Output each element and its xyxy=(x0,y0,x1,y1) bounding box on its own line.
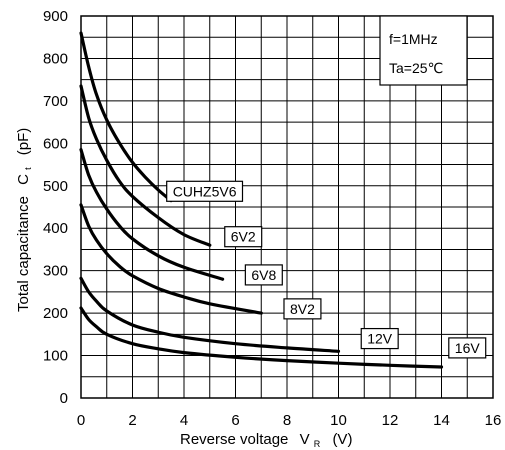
x-axis-label-unit: (V) xyxy=(332,431,352,448)
x-tick-label: 10 xyxy=(330,412,347,429)
x-tick-label: 6 xyxy=(231,412,239,429)
series-labels: CUHZ5V6 6V2 6V8 8V2 12V 16V xyxy=(166,180,487,359)
y-axis-label-unit: (pF) xyxy=(15,128,32,156)
series-label-text: 16V xyxy=(455,340,481,356)
x-tick-label: 16 xyxy=(485,412,502,429)
y-axis-label-subscript: t xyxy=(23,167,33,170)
y-tick-label: 300 xyxy=(43,263,68,280)
x-axis-label: Reverse voltage V R (V) xyxy=(180,431,352,450)
curves xyxy=(79,31,444,369)
x-tick-label: 14 xyxy=(433,412,450,429)
series-label-12v: 12V xyxy=(360,327,399,350)
series-label-text: 12V xyxy=(367,331,393,347)
y-axis-label-symbol: C xyxy=(15,174,32,185)
series-line-16v xyxy=(79,306,444,369)
y-axis-label-main: Total capacitance xyxy=(15,196,32,312)
series-label-text: CUHZ5V6 xyxy=(173,183,237,199)
y-tick-label: 600 xyxy=(43,135,68,152)
series-label-box xyxy=(166,180,244,202)
condition-frequency: f=1MHz xyxy=(389,31,438,47)
series-label-box xyxy=(224,226,263,248)
series-label-8v2: 8V2 xyxy=(283,298,322,320)
y-tick-label: 700 xyxy=(43,93,68,110)
y-tick-label: 200 xyxy=(43,305,68,322)
x-tick-label: 0 xyxy=(77,412,85,429)
y-tick-label: 500 xyxy=(43,178,68,195)
series-label-box xyxy=(244,264,283,286)
series-label-16v: 16V xyxy=(448,337,487,359)
y-tick-label: 400 xyxy=(43,220,68,237)
series-label-box xyxy=(360,327,399,350)
conditions-box-frame xyxy=(379,15,468,86)
conditions-box: f=1MHz Ta=25℃ xyxy=(379,15,468,86)
series-line-6v8 xyxy=(79,148,225,281)
series-label-6v2: 6V2 xyxy=(224,226,263,248)
series-label-text: 8V2 xyxy=(290,301,315,317)
x-axis-label-main: Reverse voltage xyxy=(180,431,288,448)
y-tick-label: 0 xyxy=(60,390,68,407)
series-label-box xyxy=(283,298,322,320)
x-tick-label: 2 xyxy=(128,412,136,429)
x-tick-label: 12 xyxy=(382,412,399,429)
x-axis-label-symbol: V xyxy=(300,431,310,448)
y-tick-labels: 0 100 200 300 400 500 600 700 800 900 xyxy=(43,8,68,407)
series-line-12v xyxy=(79,276,341,353)
y-axis-label: Total capacitance C t (pF) xyxy=(15,128,35,312)
y-tick-label: 100 xyxy=(43,348,68,365)
series-line-6v2 xyxy=(79,84,212,247)
series-label-6v8: 6V8 xyxy=(244,264,283,286)
condition-temperature: Ta=25℃ xyxy=(389,60,443,76)
x-tick-label: 4 xyxy=(180,412,188,429)
y-tick-label: 900 xyxy=(43,8,68,25)
series-label-text: 6V2 xyxy=(231,229,256,245)
x-tick-label: 8 xyxy=(283,412,291,429)
series-line-cuhz5v6 xyxy=(79,31,173,203)
x-axis-label-subscript: R xyxy=(314,439,321,449)
series-label-cuhz5v6: CUHZ5V6 xyxy=(166,180,244,202)
y-tick-label: 800 xyxy=(43,50,68,67)
series-label-box xyxy=(448,337,487,359)
x-tick-labels: 0 2 4 6 8 10 12 14 16 xyxy=(77,412,502,429)
series-line-8v2 xyxy=(79,203,263,315)
series-label-text: 6V8 xyxy=(251,267,276,283)
